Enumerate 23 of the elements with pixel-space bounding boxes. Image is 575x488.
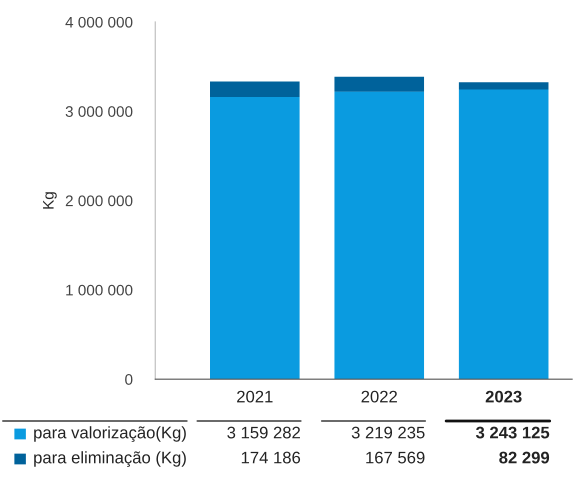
bar — [210, 81, 300, 98]
data-label: 3 159 282 — [227, 426, 300, 438]
data-label: 3 219 235 — [352, 426, 425, 438]
bar — [210, 97, 300, 380]
data-label: 174 186 — [242, 452, 300, 464]
legend-label: para valorização(Kg) — [34, 426, 186, 442]
y-tick-label: 3 000 000 — [66, 106, 132, 117]
x-tick-label: 2022 — [362, 390, 397, 403]
bar — [334, 76, 424, 92]
bar — [334, 92, 424, 380]
data-label: 3 243 125 — [476, 426, 550, 438]
y-tick-label: 1 000 000 — [66, 284, 132, 296]
x-tick-label: 2023 — [486, 390, 522, 403]
y-tick-label: 4 000 000 — [65, 16, 132, 28]
y-tick-label: 0 — [125, 374, 132, 385]
y-tick-label: 2 000 000 — [66, 195, 132, 206]
y-axis-title: Kg — [43, 192, 57, 209]
data-label: 82 299 — [499, 452, 550, 464]
bar — [458, 82, 548, 90]
bar — [458, 90, 548, 380]
legend-label: para eliminação (Kg) — [34, 451, 186, 467]
x-tick-label: 2021 — [237, 390, 273, 403]
data-label: 167 569 — [366, 452, 424, 464]
